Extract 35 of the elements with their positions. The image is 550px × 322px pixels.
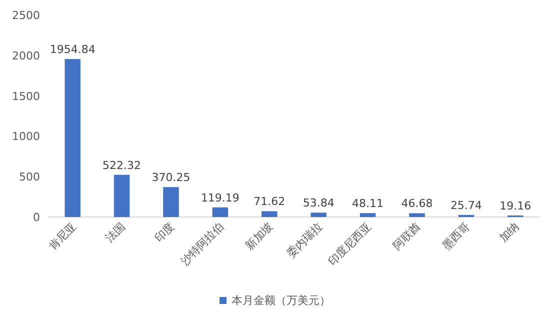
data-label: 370.25 <box>152 171 190 184</box>
y-tick-label: 0 <box>33 211 40 224</box>
data-label: 48.11 <box>352 197 384 210</box>
x-tick-label: 墨西哥 <box>440 220 472 252</box>
x-tick-label: 法国 <box>103 220 128 245</box>
x-tick-label: 肯尼亚 <box>46 220 79 252</box>
data-label: 46.68 <box>401 197 433 210</box>
y-tick-label: 500 <box>19 170 40 184</box>
bar <box>360 213 376 217</box>
y-tick-label: 2500 <box>12 9 40 22</box>
data-label: 19.16 <box>500 199 532 212</box>
bar <box>212 207 228 217</box>
x-tick-label: 委内瑞拉 <box>284 220 325 260</box>
y-tick-label: 1500 <box>12 90 40 103</box>
x-tick-label: 新加坡 <box>242 220 276 252</box>
x-tick-label: 印度尼西亚 <box>326 220 374 268</box>
bar <box>163 187 179 217</box>
x-tick-label: 沙特阿拉伯 <box>178 220 226 268</box>
bar <box>409 213 425 217</box>
y-tick-label: 2000 <box>12 49 40 62</box>
data-label: 1954.84 <box>50 43 96 56</box>
data-label: 522.32 <box>102 158 142 172</box>
bar <box>114 174 130 217</box>
y-tick-label: 1000 <box>12 130 40 144</box>
data-label: 53.84 <box>302 196 334 210</box>
bar <box>262 211 278 217</box>
data-label: 119.19 <box>200 191 240 204</box>
legend-label: 本月金额（万美元） <box>232 294 330 307</box>
data-label: 25.74 <box>450 198 482 212</box>
data-label: 71.62 <box>254 195 286 208</box>
bar <box>310 212 326 217</box>
x-tick-label: 阿联酋 <box>390 220 424 252</box>
x-tick-label: 印度 <box>152 220 178 245</box>
bar <box>64 59 80 217</box>
x-tick-label: 加纳 <box>496 220 522 245</box>
